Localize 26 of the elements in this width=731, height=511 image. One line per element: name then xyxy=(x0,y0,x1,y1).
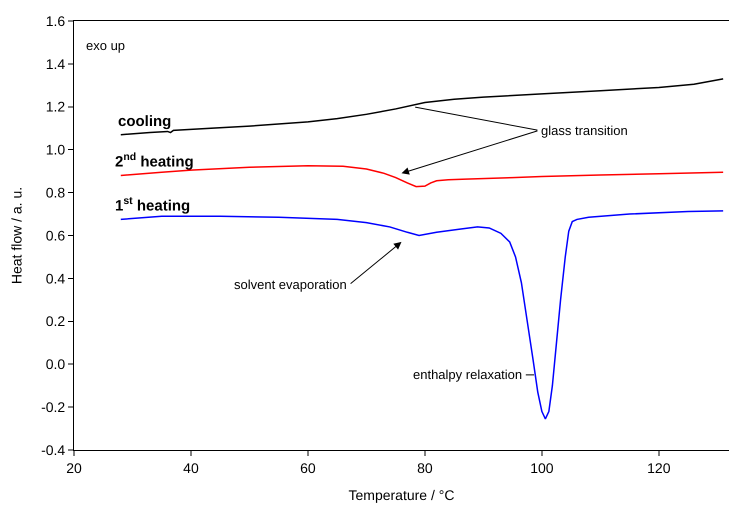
x-tick-label: 100 xyxy=(530,460,554,476)
annotation: glass transition xyxy=(541,123,628,138)
y-tick-label: 0.8 xyxy=(46,184,66,200)
y-axis-title: Heat flow / a. u. xyxy=(8,186,25,284)
x-tick-label: 20 xyxy=(66,460,82,476)
series-label: 1$^{st}$ heating xyxy=(115,195,190,214)
x-axis-title: Temperature / °C xyxy=(348,487,454,504)
x-tick-label: 120 xyxy=(647,460,671,476)
y-tick-label: 1.0 xyxy=(46,142,66,158)
x-tick-label: 60 xyxy=(300,460,316,476)
y-tick-label: 1.4 xyxy=(46,56,66,72)
y-tick-label: 0.2 xyxy=(46,313,66,330)
y-tick-label: 1.6 xyxy=(46,12,66,29)
series-label: cooling xyxy=(118,113,172,130)
x-tick-label: 40 xyxy=(183,460,199,476)
annotation: solvent evaporation xyxy=(234,277,347,292)
series-label: 2$^{nd}$ heating xyxy=(115,151,194,170)
y-tick-label: 0.0 xyxy=(46,356,66,372)
y-tick-label: -0.4 xyxy=(41,442,66,458)
y-tick-label: -0.2 xyxy=(41,399,66,415)
annotation: exo up xyxy=(86,38,126,53)
x-tick-label: 80 xyxy=(417,460,433,476)
y-tick-label: 0.4 xyxy=(46,270,66,286)
y-tick-label: 1.2 xyxy=(46,98,66,115)
annotation: enthalpy relaxation xyxy=(413,367,522,382)
y-tick-label: 0.6 xyxy=(46,227,66,244)
